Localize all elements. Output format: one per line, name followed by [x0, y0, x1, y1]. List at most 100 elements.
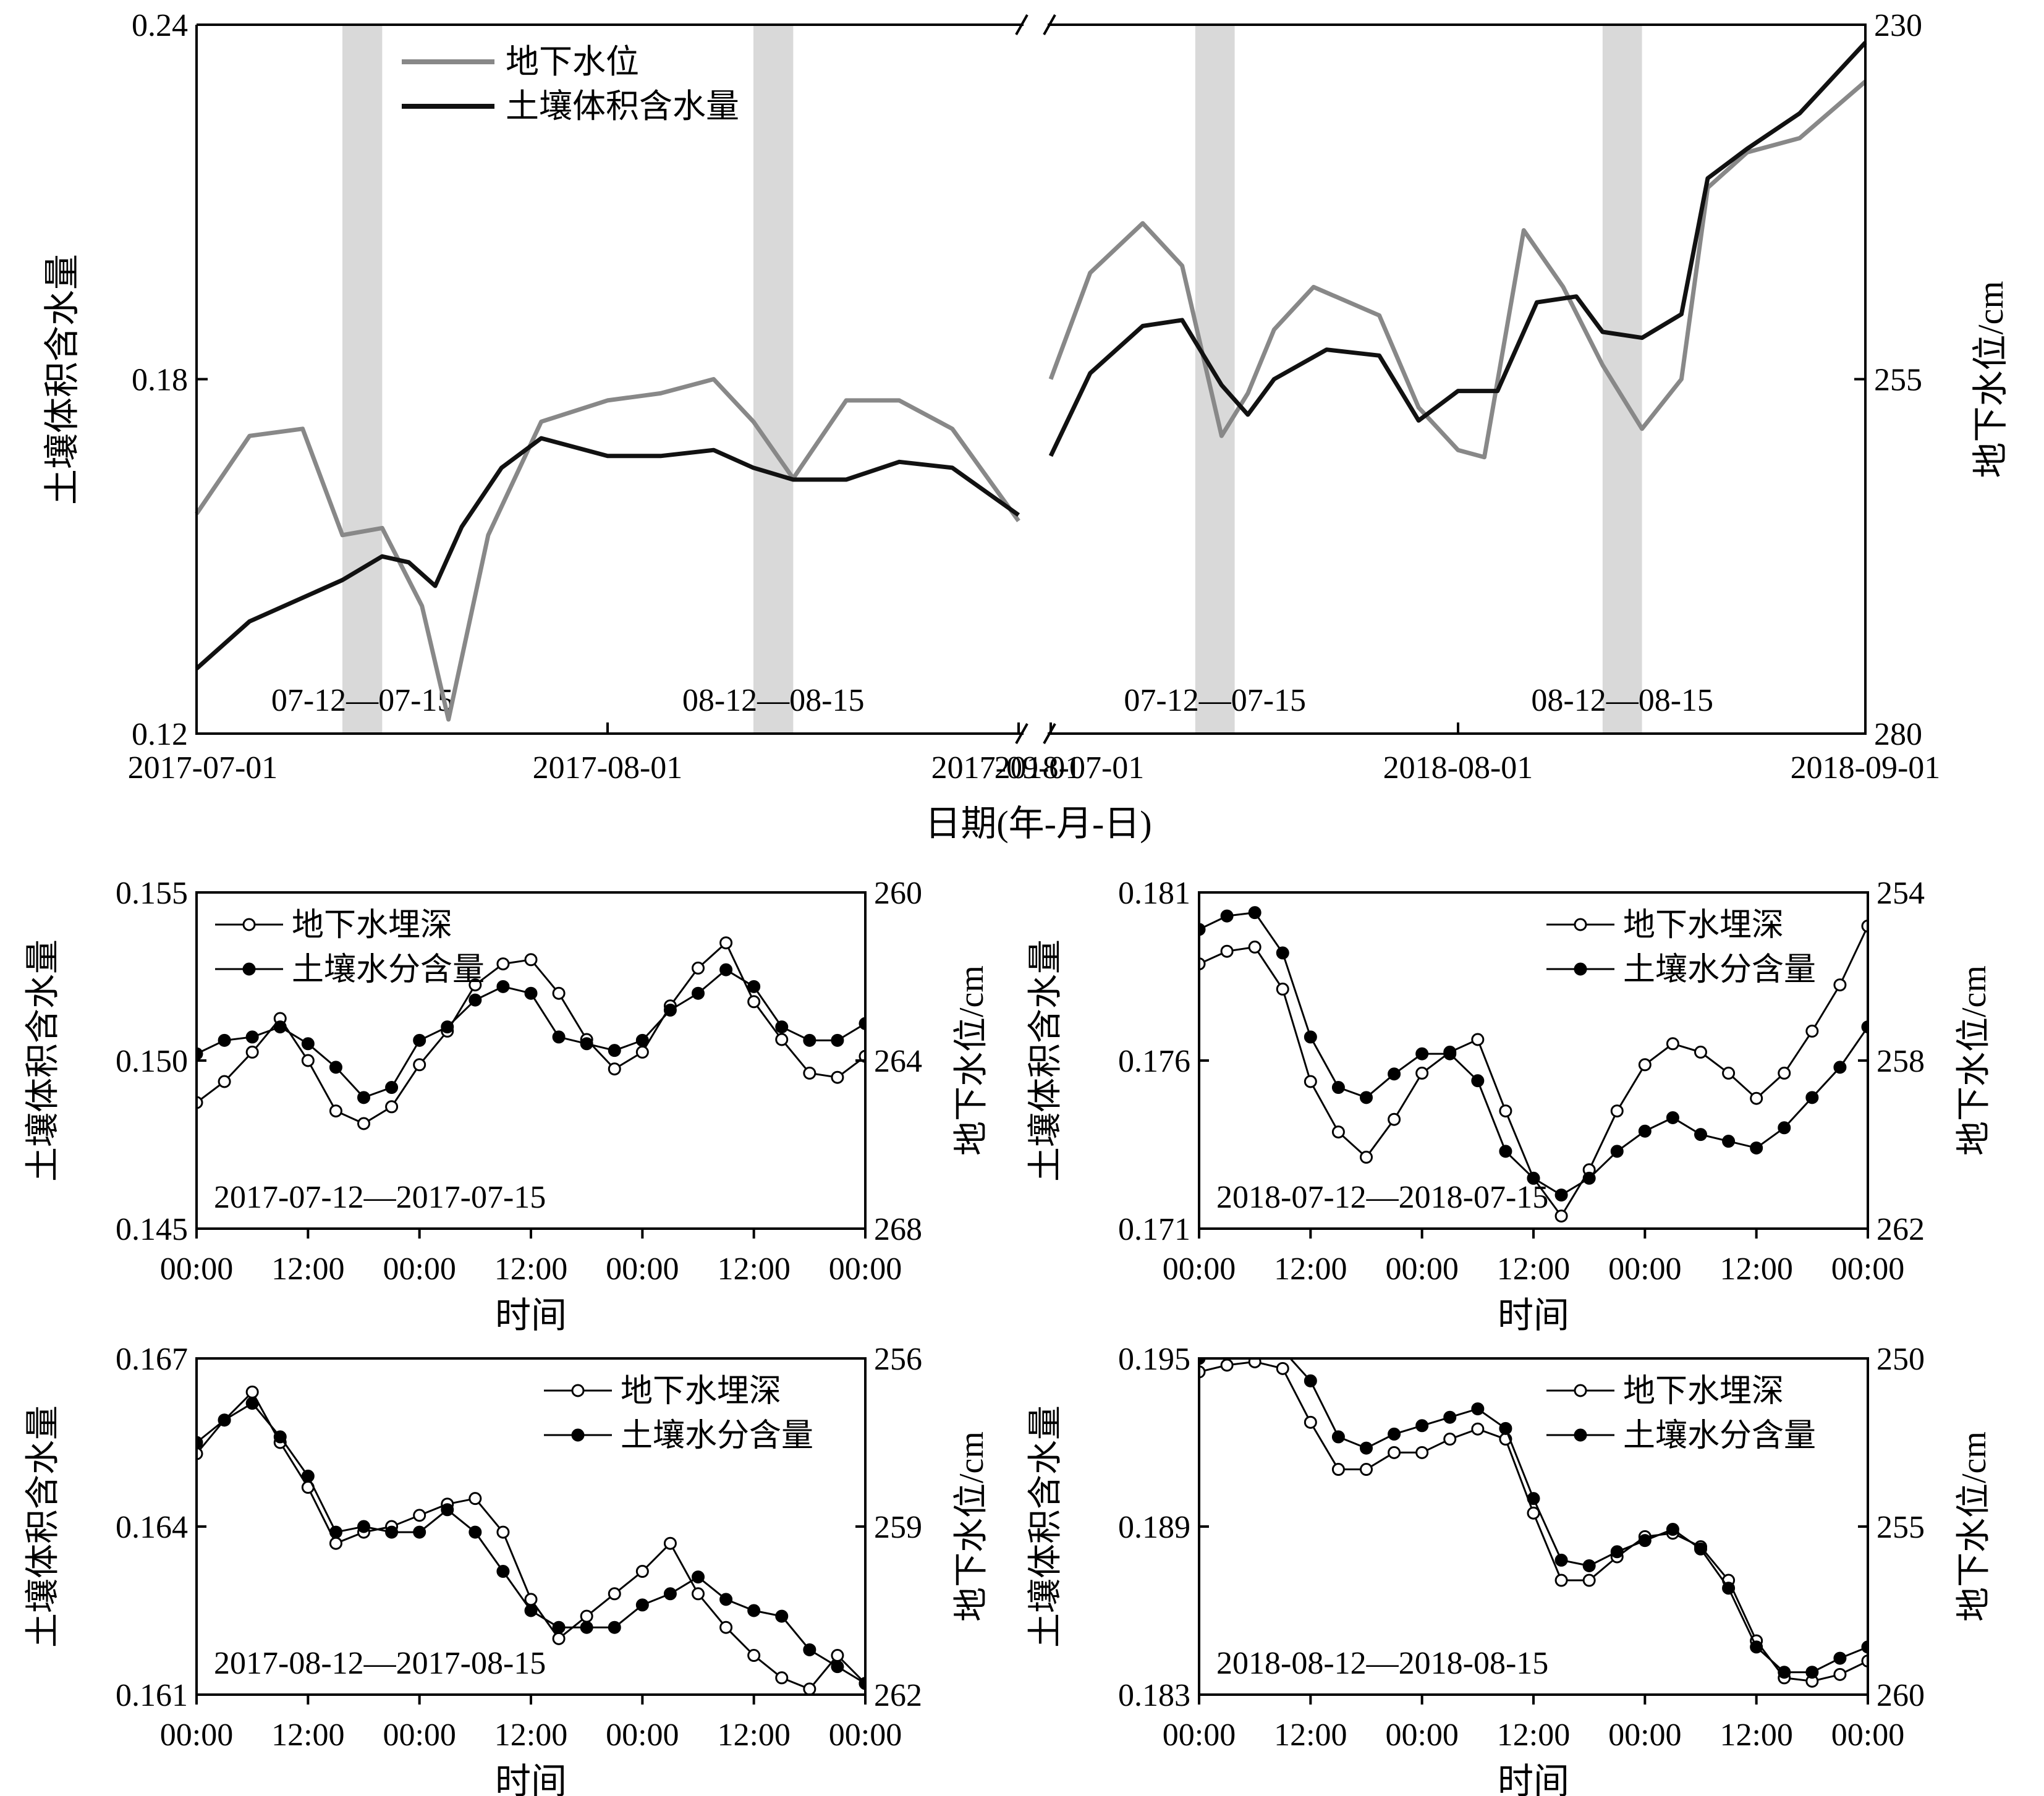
- legend-open-marker: [571, 1384, 585, 1397]
- y-left-axis-label: 土壤体积含水量: [24, 939, 62, 1182]
- open-marker: [245, 1385, 259, 1399]
- open-marker: [1666, 1037, 1679, 1051]
- x-tick-label: 12:00: [494, 1252, 567, 1287]
- legend-label: 土壤水分含量: [292, 952, 485, 988]
- filled-marker: [496, 1565, 510, 1578]
- open-marker: [552, 1632, 566, 1645]
- open-marker: [1388, 1446, 1401, 1459]
- x-tick-label: 00:00: [160, 1718, 233, 1753]
- x-tick-label: 00:00: [1385, 1252, 1458, 1287]
- legend-label: 土壤水分含量: [1623, 952, 1816, 988]
- panel-2018-07: 0.181 0.176 0.171 254 258 262 00:00 12:00 00:00 1…: [1027, 876, 1993, 1336]
- x-tick-label: 00:00: [1608, 1718, 1681, 1753]
- legend-label: 地下水埋深: [292, 908, 452, 943]
- y-right-axis-label: 地下水位/cm: [1970, 281, 2011, 478]
- open-marker: [1276, 982, 1289, 996]
- series-line: [1048, 41, 1867, 457]
- filled-marker: [1638, 1124, 1652, 1138]
- y-right-tick-label: 262: [874, 1678, 922, 1713]
- axis-break-mark: [1015, 14, 1056, 35]
- open-marker: [218, 1075, 231, 1088]
- filled-marker: [719, 963, 733, 976]
- x-tick-label: 00:00: [383, 1252, 456, 1287]
- x-tick-label: 12:00: [494, 1718, 567, 1753]
- legend-label: 土壤体积含水量: [506, 88, 739, 125]
- open-marker: [1304, 1415, 1317, 1429]
- filled-marker: [831, 1033, 844, 1047]
- filled-marker: [357, 1091, 370, 1104]
- filled-marker: [1833, 1651, 1847, 1665]
- filled-marker: [775, 1020, 789, 1034]
- x-tick-label: 00:00: [1831, 1252, 1904, 1287]
- open-marker: [197, 1096, 203, 1109]
- legend-open-marker: [1574, 918, 1587, 931]
- filled-marker: [197, 1436, 203, 1449]
- filled-marker: [1388, 1427, 1401, 1441]
- filled-marker: [441, 1503, 454, 1517]
- y-left-tick-label: 0.176: [1118, 1044, 1190, 1079]
- x-axis-label: 时间: [495, 1761, 567, 1796]
- legend-filled-marker: [1574, 962, 1587, 976]
- filled-marker: [301, 1037, 315, 1051]
- y-right-tick-label: 256: [874, 1342, 922, 1377]
- open-marker: [1778, 1066, 1791, 1080]
- filled-marker: [1331, 1081, 1345, 1095]
- filled-marker: [1199, 1358, 1206, 1365]
- open-marker: [831, 1649, 844, 1663]
- open-marker: [747, 995, 761, 1009]
- x-tick-label: 2018-09-01: [1791, 750, 1941, 786]
- filled-marker: [1750, 1640, 1763, 1654]
- open-marker: [859, 1049, 865, 1063]
- open-marker: [329, 1104, 342, 1118]
- open-marker: [831, 1070, 844, 1084]
- y-left-tick-label: 0.150: [116, 1044, 188, 1079]
- filled-marker: [273, 1430, 287, 1444]
- filled-marker: [803, 1033, 816, 1047]
- filled-marker: [1277, 1344, 1288, 1355]
- open-marker: [635, 1045, 649, 1059]
- x-tick-label: 12:00: [717, 1718, 790, 1753]
- filled-marker: [1415, 1419, 1429, 1433]
- filled-marker: [524, 986, 538, 1000]
- plot-area: [197, 936, 865, 1130]
- open-marker: [1220, 1358, 1234, 1372]
- open-marker: [1861, 919, 1868, 933]
- y-left-axis-label: 土壤体积含水量: [24, 1405, 62, 1648]
- filled-marker: [831, 1660, 844, 1674]
- filled-marker: [1778, 1121, 1791, 1135]
- filled-marker: [635, 1598, 649, 1612]
- filled-marker: [1276, 946, 1289, 960]
- open-marker: [1833, 1667, 1847, 1681]
- y-right-tick-label: 280: [1874, 717, 1922, 752]
- filled-marker: [469, 993, 482, 1007]
- open-marker: [1415, 1446, 1429, 1459]
- open-marker: [635, 1565, 649, 1578]
- x-tick-label: 00:00: [1385, 1718, 1458, 1753]
- filled-marker: [859, 1677, 865, 1690]
- open-marker: [608, 1587, 621, 1601]
- filled-marker: [608, 1620, 621, 1634]
- panel-2018-08: 0.195 0.189 0.183 250 255 260 00:00 12:00 00:00 1…: [1027, 1342, 1993, 1796]
- filled-marker: [413, 1033, 426, 1047]
- legend-filled-marker: [571, 1428, 585, 1442]
- x-tick-label: 2018-07-01: [994, 750, 1145, 786]
- filled-marker: [1638, 1534, 1652, 1548]
- open-marker: [719, 1620, 733, 1634]
- legend-label: 地下水埋深: [621, 1374, 781, 1409]
- filled-marker: [441, 1020, 454, 1034]
- filled-marker: [1388, 1067, 1401, 1081]
- x-tick-label: 12:00: [1720, 1718, 1792, 1753]
- y-right-tick-label: 264: [874, 1044, 922, 1079]
- x-tick-label: 00:00: [829, 1252, 902, 1287]
- open-marker: [1833, 978, 1847, 992]
- open-marker: [719, 936, 733, 950]
- filled-marker: [1471, 1402, 1485, 1416]
- y-right-tick-label: 254: [1876, 876, 1925, 911]
- y-left-tick-label: 0.155: [116, 876, 188, 911]
- x-tick-label: 2018-08-01: [1383, 750, 1533, 786]
- open-marker: [692, 961, 705, 975]
- open-marker: [1861, 1654, 1868, 1668]
- filled-marker: [1694, 1542, 1707, 1556]
- y-right-tick-label: 268: [874, 1212, 922, 1247]
